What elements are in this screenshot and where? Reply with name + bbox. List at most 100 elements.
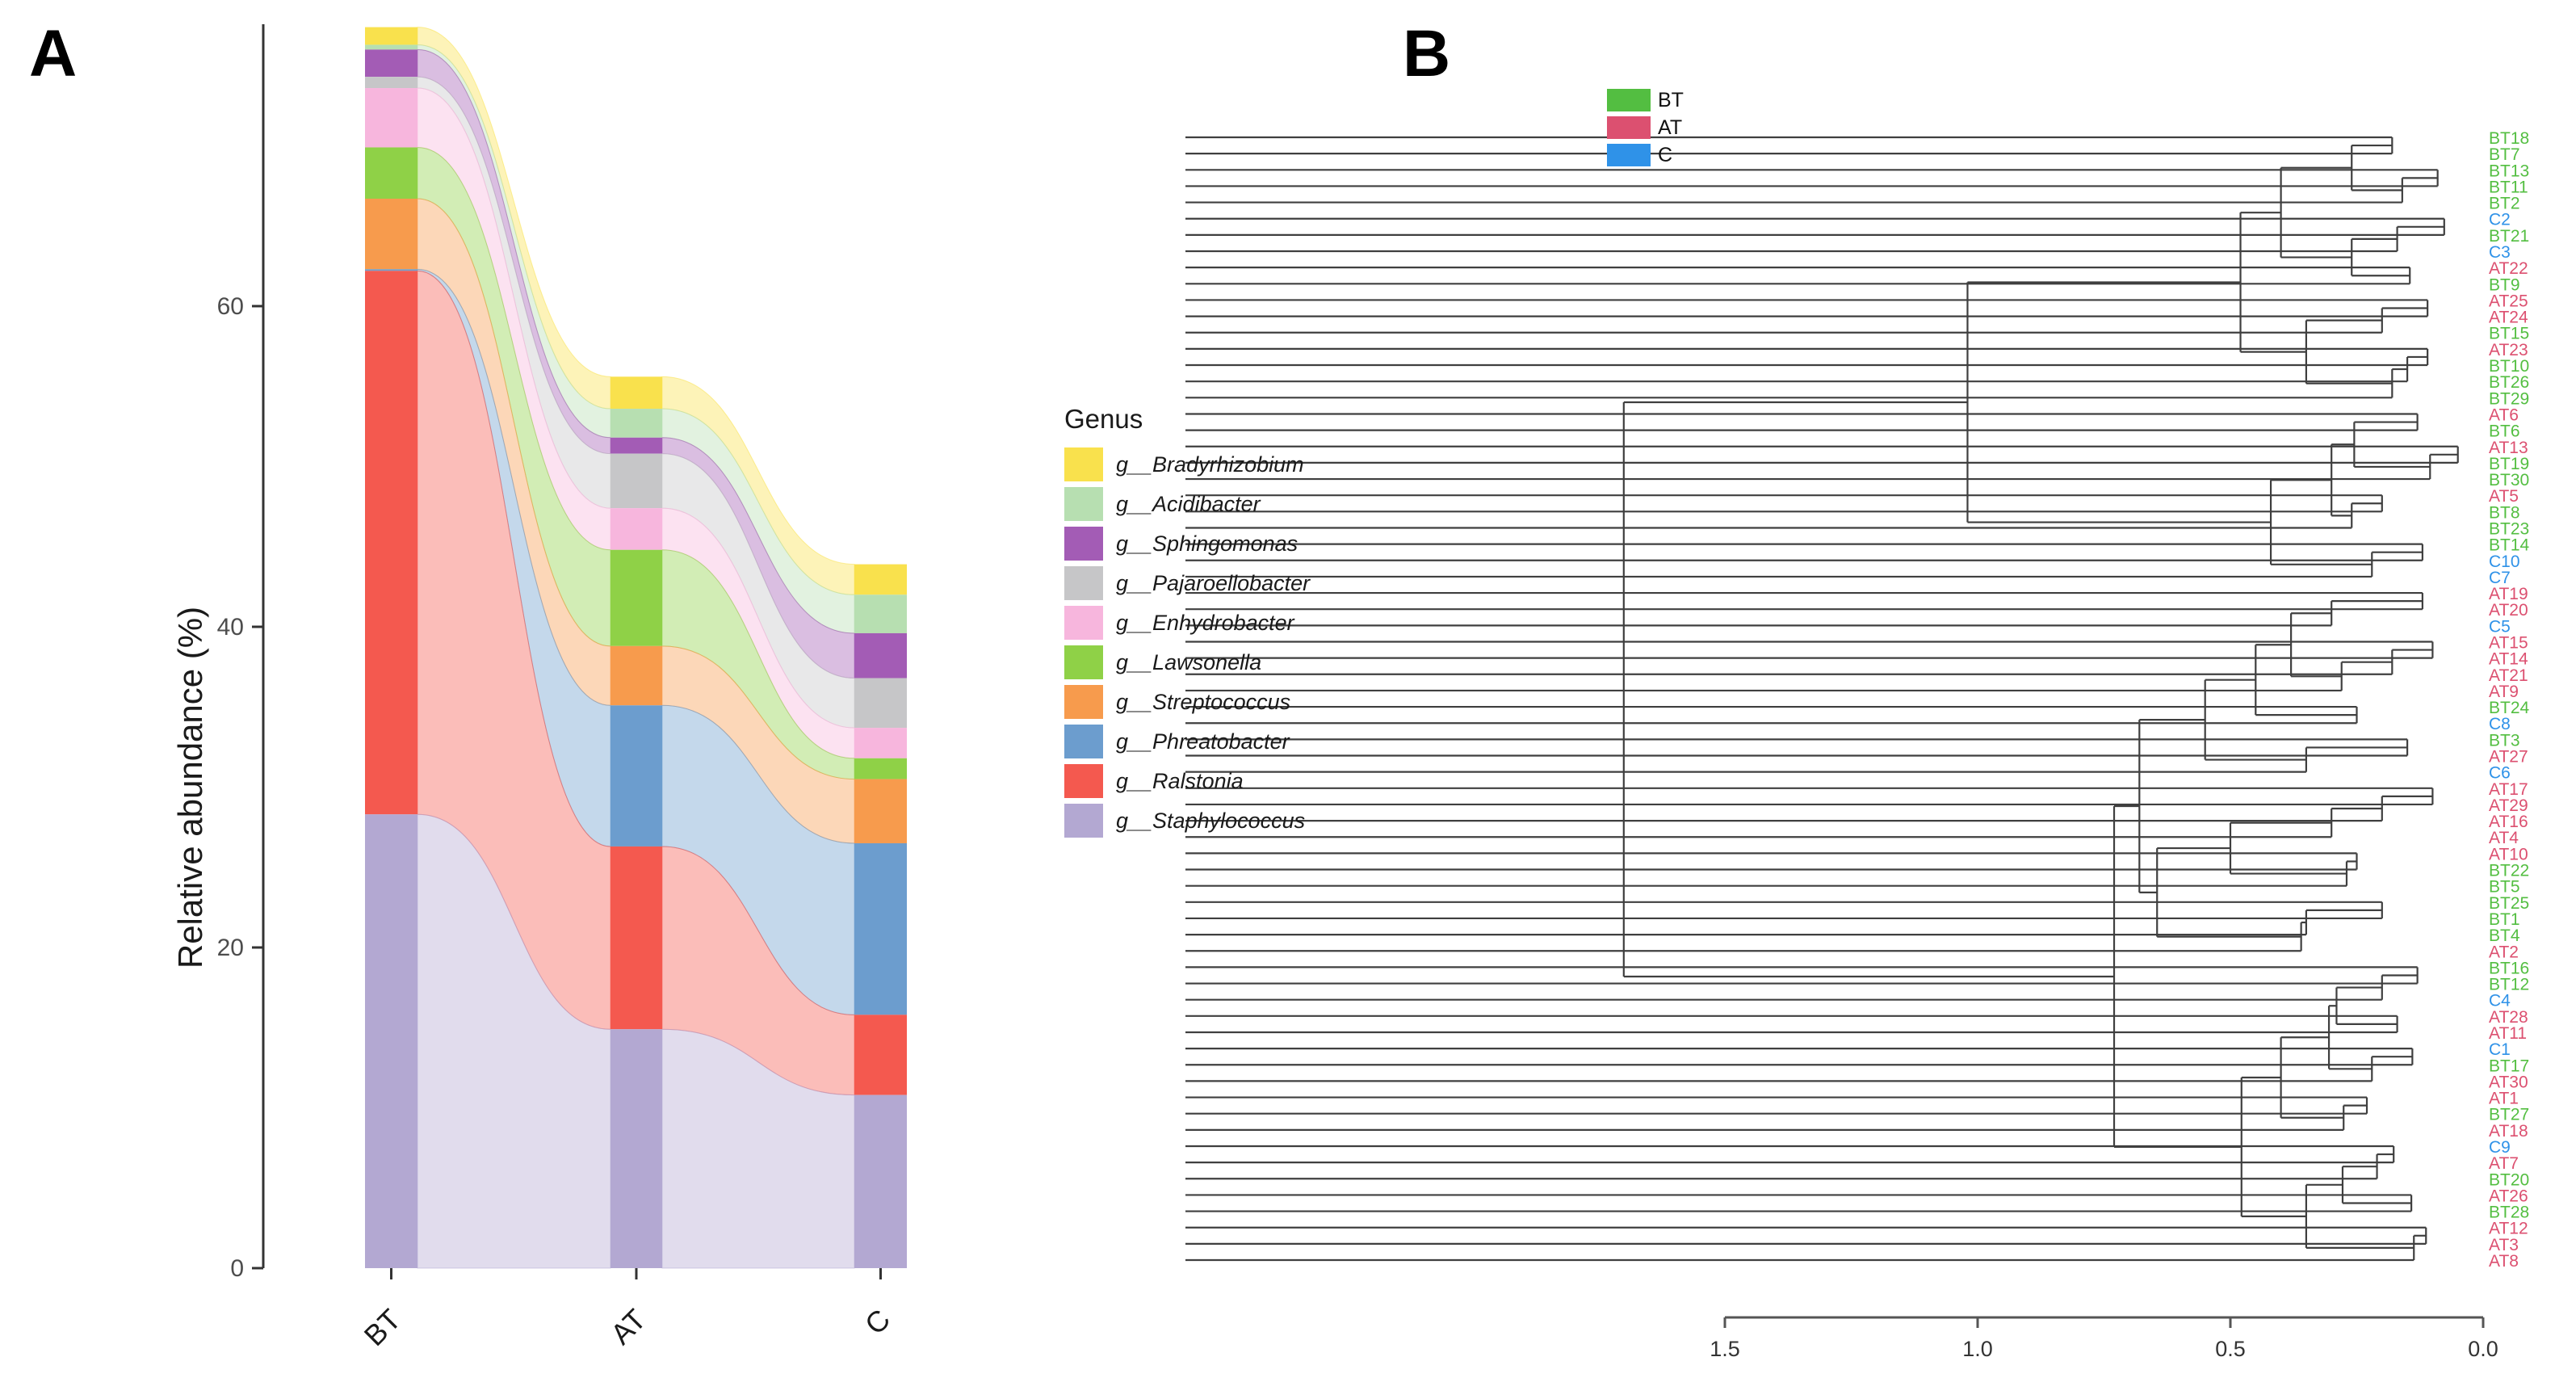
leaf-label: AT27 — [2489, 748, 2528, 767]
genus-swatch — [1064, 685, 1103, 719]
leaf-label: C8 — [2489, 715, 2511, 733]
genus-swatch — [1064, 487, 1103, 521]
leaf-label: BT10 — [2489, 357, 2529, 376]
leaf-label: AT11 — [2489, 1024, 2527, 1043]
genus-swatch — [1064, 645, 1103, 679]
genus-label: g__Pajaroellobacter — [1116, 570, 1311, 595]
leaf-label: AT29 — [2489, 796, 2528, 815]
bar-segment — [854, 728, 907, 758]
group-swatch — [1607, 89, 1651, 111]
group-label: C — [1658, 143, 1673, 166]
bar-segment — [854, 779, 907, 843]
bar-segment — [365, 27, 417, 45]
leaf-label: C3 — [2489, 243, 2511, 262]
y-tick-label: 20 — [217, 935, 244, 961]
bar-segment — [365, 269, 417, 271]
y-axis-title: Relative abundance (%) — [171, 607, 209, 968]
leaf-label: AT21 — [2489, 666, 2528, 685]
genus-swatch — [1064, 804, 1103, 838]
leaf-label: BT5 — [2489, 878, 2520, 897]
genus-swatch — [1064, 527, 1103, 561]
genus-label: g__Staphylococcus — [1116, 808, 1306, 833]
bar-segment — [854, 1094, 907, 1268]
genus-legend-items: g__Bradyrhizobium g__Acidibacter g__Sphing… — [1064, 447, 1310, 838]
y-tick-label: 0 — [230, 1255, 244, 1282]
leaf-label: AT26 — [2489, 1187, 2528, 1205]
genus-swatch — [1064, 764, 1103, 798]
leaf-label: BT6 — [2489, 422, 2520, 441]
leaf-label: BT1 — [2489, 910, 2520, 929]
group-swatch — [1607, 116, 1651, 139]
bar-segment — [610, 376, 662, 410]
leaf-label: BT22 — [2489, 862, 2529, 880]
genus-legend-title: Genus — [1064, 404, 1143, 434]
y-tick-label: 60 — [217, 293, 244, 320]
genus-swatch — [1064, 606, 1103, 640]
leaf-label: BT28 — [2489, 1204, 2529, 1222]
leaf-label: BT17 — [2489, 1057, 2529, 1075]
leaf-label: AT20 — [2489, 601, 2528, 620]
leaf-label: AT28 — [2489, 1008, 2528, 1027]
bar-segment — [610, 437, 662, 454]
genus-legend-item: g__Ralstonia — [1064, 764, 1310, 798]
leaf-label: BT26 — [2489, 373, 2529, 392]
x-tick-label: C — [858, 1303, 896, 1341]
x-tick-label: BT — [358, 1303, 408, 1353]
panel-b-label: B — [1403, 17, 1451, 90]
bar-segment — [854, 632, 907, 678]
leaf-label: AT13 — [2489, 439, 2528, 457]
leaf-label: BT11 — [2489, 178, 2528, 196]
leaf-label: AT6 — [2489, 405, 2519, 424]
leaf-label: BT15 — [2489, 325, 2529, 343]
leaf-label: AT4 — [2489, 829, 2519, 847]
genus-label: g__Enhydrobacter — [1116, 610, 1294, 635]
leaf-label: BT3 — [2489, 731, 2520, 750]
group-label: AT — [1658, 116, 1683, 139]
bar-segment — [610, 705, 662, 847]
genus-label: g__Ralstonia — [1116, 768, 1244, 793]
leaf-label: AT9 — [2489, 683, 2519, 701]
leaf-label: BT14 — [2489, 536, 2530, 555]
leaf-label: AT30 — [2489, 1073, 2528, 1091]
genus-legend-item: g__Staphylococcus — [1064, 804, 1310, 838]
bar-segment — [610, 645, 662, 706]
leaf-label: BT7 — [2489, 145, 2520, 164]
bar-segment — [610, 1029, 662, 1268]
genus-label: g__Lawsonella — [1116, 649, 1262, 674]
leaf-label: AT17 — [2489, 780, 2528, 799]
leaf-label: BT8 — [2489, 503, 2520, 522]
leaf-label: BT12 — [2489, 976, 2529, 994]
dendrogram-tick-label: 1.5 — [1710, 1337, 1740, 1361]
leaf-label: BT24 — [2489, 699, 2530, 717]
bar-segment — [365, 77, 417, 89]
leaf-label: BT2 — [2489, 195, 2520, 213]
genus-swatch — [1064, 725, 1103, 758]
genus-legend-item: g__Sphingomonas — [1064, 527, 1310, 561]
leaf-label: C5 — [2489, 617, 2511, 636]
leaf-label: AT1 — [2489, 1090, 2519, 1108]
bar-segment — [365, 49, 417, 78]
leaf-label: BT9 — [2489, 275, 2520, 294]
leaf-label: AT18 — [2489, 1122, 2528, 1141]
bar-segment — [365, 271, 417, 815]
leaf-label: AT24 — [2489, 309, 2528, 327]
flow-ribbon — [417, 813, 611, 1269]
leaf-label: AT14 — [2489, 650, 2528, 669]
genus-legend-item: g__Phreatobacter — [1064, 725, 1310, 758]
leaf-label: AT12 — [2489, 1220, 2528, 1238]
leaf-label: BT19 — [2489, 455, 2529, 473]
leaf-label: BT27 — [2489, 1106, 2529, 1124]
bar-segment — [610, 453, 662, 509]
genus-legend-item: g__Lawsonella — [1064, 645, 1310, 679]
leaf-label: AT5 — [2489, 487, 2519, 506]
leaf-label: BT29 — [2489, 389, 2529, 408]
bar-segment — [854, 842, 907, 1015]
leaf-label: AT16 — [2489, 813, 2528, 831]
bar-segment — [365, 199, 417, 270]
bar-segment — [365, 147, 417, 200]
x-tick-label: AT — [604, 1303, 652, 1351]
leaf-label: AT19 — [2489, 585, 2528, 603]
leaf-label: AT8 — [2489, 1252, 2519, 1271]
bar-segment — [365, 44, 417, 50]
